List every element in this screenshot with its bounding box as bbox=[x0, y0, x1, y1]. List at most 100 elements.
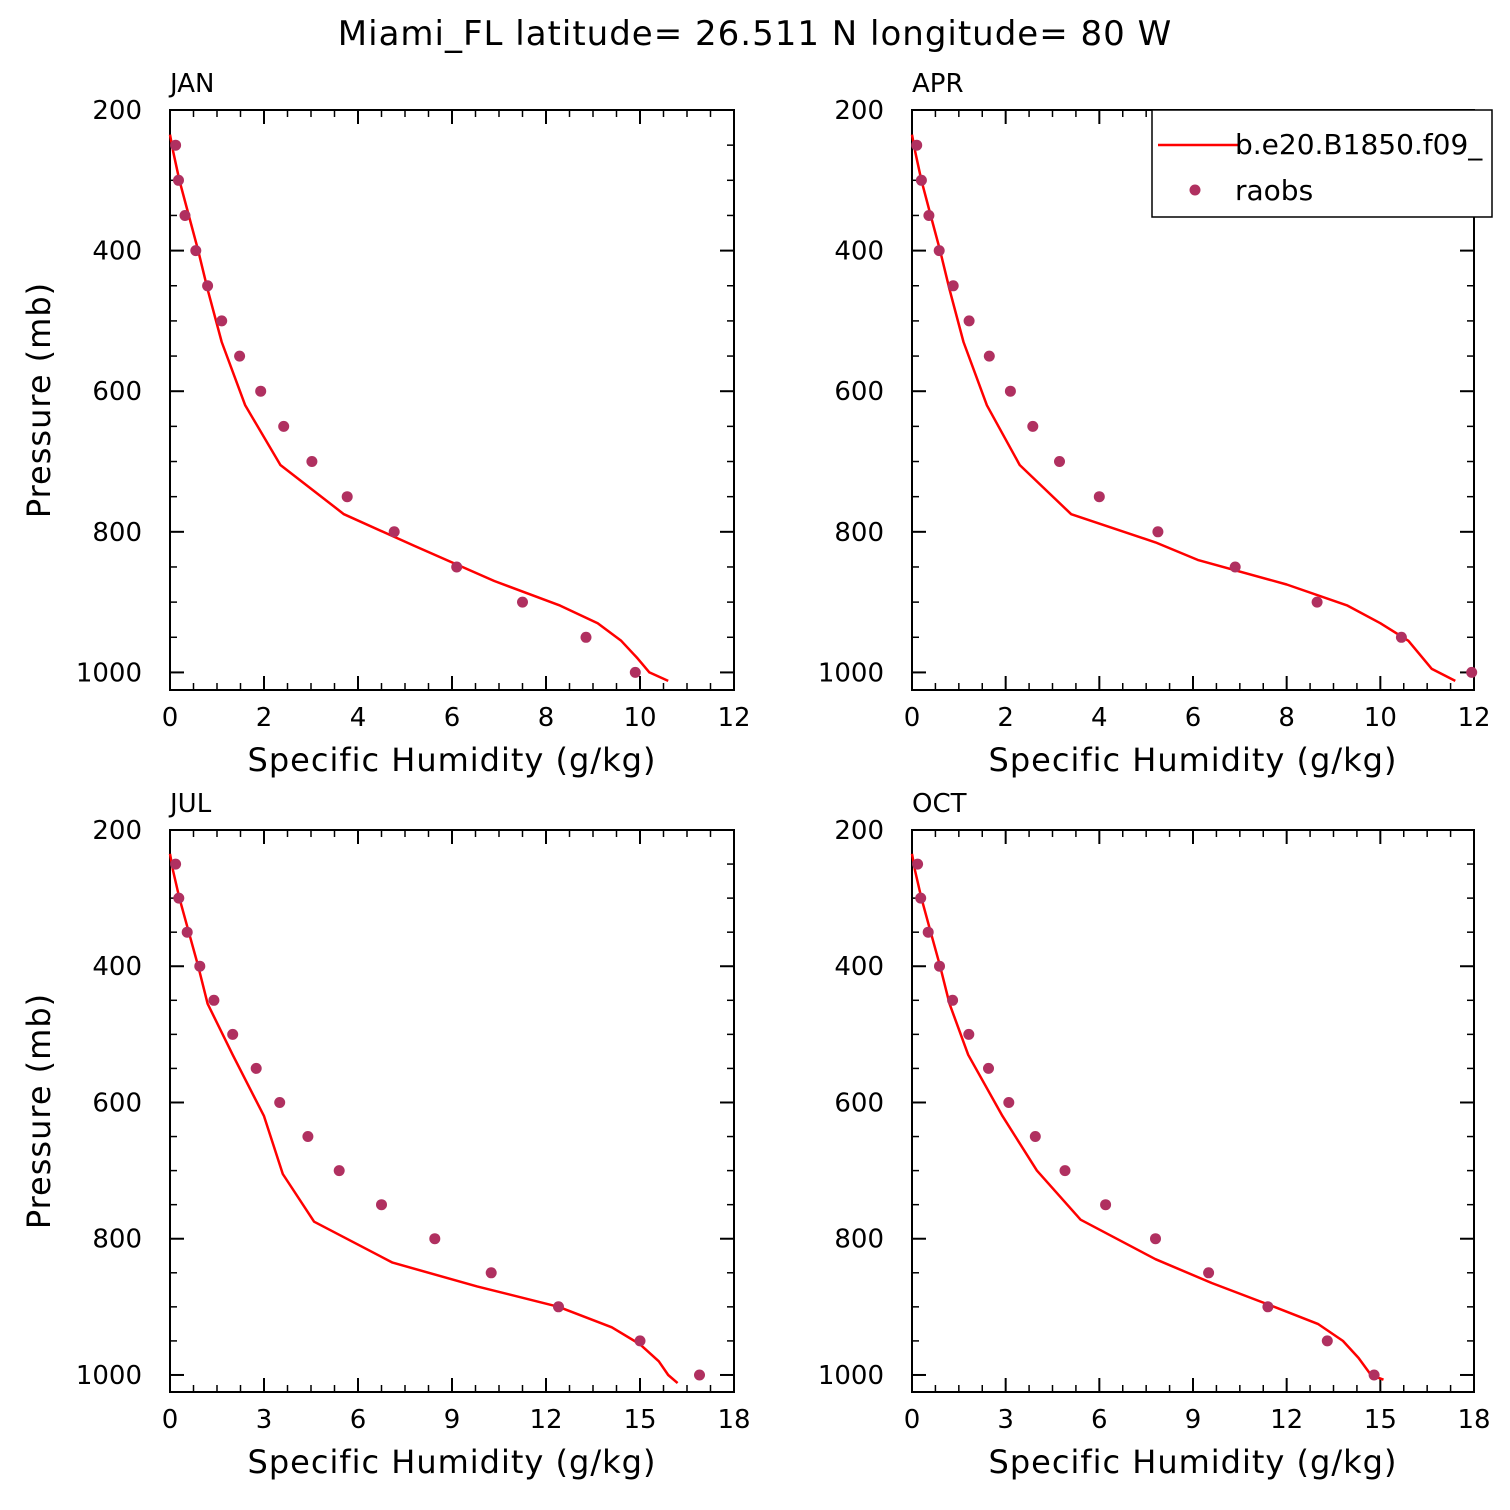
x-tick-label: 4 bbox=[350, 703, 367, 733]
panel-oct: OCT 0 3 6 9 12 15 18 200 400 600 800 1000 Specific Hu… bbox=[818, 789, 1491, 1481]
raobs-point bbox=[1150, 1233, 1161, 1245]
legend-model-label: b.e20.B1850.f09_ bbox=[1235, 128, 1483, 161]
raobs-point bbox=[179, 210, 191, 221]
raobs-point bbox=[1059, 1165, 1071, 1177]
raobs-point bbox=[517, 596, 528, 608]
raobs-point bbox=[173, 892, 185, 904]
panel-jan: JAN 0 2 4 6 8 10 12 200 400 600 800 1000 Specific Hum… bbox=[20, 69, 751, 779]
y-axis-label-jul: Pressure (mb) bbox=[20, 993, 58, 1229]
raobs-point bbox=[1093, 491, 1105, 503]
raobs-point bbox=[302, 1131, 314, 1142]
raobs-point bbox=[1368, 1369, 1380, 1381]
raobs-point bbox=[983, 350, 995, 362]
x-axis-label-jul: Specific Humidity (g/kg) bbox=[248, 1443, 657, 1481]
x-tick-label: 12 bbox=[529, 1405, 562, 1435]
raobs-point bbox=[553, 1301, 564, 1313]
y-tick-label: 400 bbox=[834, 952, 884, 982]
x-tick-label: 4 bbox=[1091, 703, 1108, 733]
panel-label-jan: JAN bbox=[168, 69, 214, 99]
x-tick-label: 8 bbox=[1278, 703, 1295, 733]
y-tick-label: 1000 bbox=[76, 658, 142, 688]
x-tick-label: 18 bbox=[717, 1405, 750, 1435]
y-tick-label: 800 bbox=[92, 1225, 142, 1255]
raobs-point bbox=[983, 1062, 994, 1074]
y-tick-label: 800 bbox=[92, 518, 142, 548]
raobs-point bbox=[1054, 456, 1065, 467]
raobs-point bbox=[580, 631, 592, 643]
y-tick-label: 400 bbox=[92, 237, 142, 267]
raobs-point bbox=[306, 456, 318, 467]
raobs-point bbox=[923, 210, 935, 221]
x-tick-label: 6 bbox=[444, 703, 461, 733]
x-tick-label: 12 bbox=[1270, 1405, 1303, 1435]
model-series-line-apr bbox=[910, 134, 1456, 683]
y-tick-label: 200 bbox=[834, 96, 884, 126]
x-tick-label: 10 bbox=[623, 703, 656, 733]
raobs-point bbox=[255, 385, 267, 397]
raobs-point bbox=[1311, 596, 1323, 608]
y-tick-label: 800 bbox=[834, 1225, 884, 1255]
y-tick-label: 200 bbox=[92, 816, 142, 846]
raobs-point bbox=[341, 491, 353, 503]
panel-label-apr: APR bbox=[912, 69, 964, 99]
x-tick-label: 0 bbox=[162, 1405, 179, 1435]
raobs-point bbox=[911, 139, 923, 151]
y-tick-label: 200 bbox=[834, 816, 884, 846]
raobs-point bbox=[1004, 385, 1016, 397]
figure-title: Miami_FL latitude= 26.511 N longitude= 8… bbox=[338, 14, 1172, 54]
y-tick-label: 600 bbox=[834, 377, 884, 407]
raobs-point bbox=[1395, 631, 1407, 643]
x-tick-label: 12 bbox=[717, 703, 750, 733]
plot-frame-jan bbox=[169, 109, 735, 691]
model-series-line-oct bbox=[910, 853, 1384, 1381]
y-tick-label: 200 bbox=[92, 96, 142, 126]
raobs-point bbox=[1027, 420, 1039, 432]
raobs-point bbox=[912, 858, 924, 870]
raobs-point bbox=[429, 1233, 441, 1245]
y-axis-label-jan: Pressure (mb) bbox=[20, 282, 58, 518]
plot-frame-jul bbox=[169, 829, 735, 1393]
x-tick-label: 10 bbox=[1364, 703, 1397, 733]
raobs-point bbox=[333, 1165, 345, 1177]
x-axis-label-apr: Specific Humidity (g/kg) bbox=[989, 741, 1398, 779]
raobs-point bbox=[947, 280, 959, 292]
legend-box bbox=[1151, 109, 1493, 218]
raobs-point bbox=[915, 174, 927, 186]
x-tick-label: 6 bbox=[1185, 703, 1202, 733]
raobs-point bbox=[634, 1335, 646, 1347]
y-tick-label: 400 bbox=[834, 237, 884, 267]
x-axis-label-jan: Specific Humidity (g/kg) bbox=[248, 741, 657, 779]
x-tick-label: 15 bbox=[623, 1405, 656, 1435]
legend: b.e20.B1850.f09_ raobs bbox=[1151, 109, 1493, 218]
raobs-point bbox=[694, 1369, 705, 1381]
raobs-point bbox=[376, 1199, 387, 1211]
x-tick-label: 0 bbox=[904, 703, 921, 733]
raobs-point bbox=[388, 526, 400, 538]
raobs-point bbox=[933, 245, 945, 257]
raobs-point bbox=[934, 960, 945, 972]
raobs-point bbox=[181, 926, 193, 938]
x-tick-label: 3 bbox=[997, 1405, 1014, 1435]
raobs-point bbox=[1321, 1335, 1333, 1347]
raobs-point bbox=[274, 1097, 286, 1108]
y-tick-label: 600 bbox=[92, 377, 142, 407]
x-tick-label: 6 bbox=[350, 1405, 367, 1435]
raobs-point bbox=[1203, 1267, 1215, 1279]
raobs-point bbox=[234, 350, 246, 362]
x-tick-label: 6 bbox=[1091, 1405, 1108, 1435]
raobs-point bbox=[250, 1062, 262, 1074]
raobs-point bbox=[963, 315, 975, 327]
x-axis-label-oct: Specific Humidity (g/kg) bbox=[989, 1443, 1398, 1481]
legend-obs-label: raobs bbox=[1235, 174, 1313, 207]
raobs-point bbox=[216, 315, 228, 327]
x-tick-label: 0 bbox=[162, 703, 179, 733]
y-tick-label: 1000 bbox=[76, 1361, 142, 1391]
x-tick-label: 12 bbox=[1457, 703, 1490, 733]
x-tick-label: 9 bbox=[444, 1405, 461, 1435]
raobs-point bbox=[947, 994, 959, 1006]
panel-jul: JUL 0 3 6 9 12 15 18 200 400 600 800 1000 Specific Hu… bbox=[20, 789, 751, 1481]
y-tick-label: 600 bbox=[834, 1088, 884, 1118]
raobs-point bbox=[202, 280, 214, 292]
model-series-line-jan bbox=[168, 134, 669, 683]
raobs-point bbox=[173, 174, 184, 186]
